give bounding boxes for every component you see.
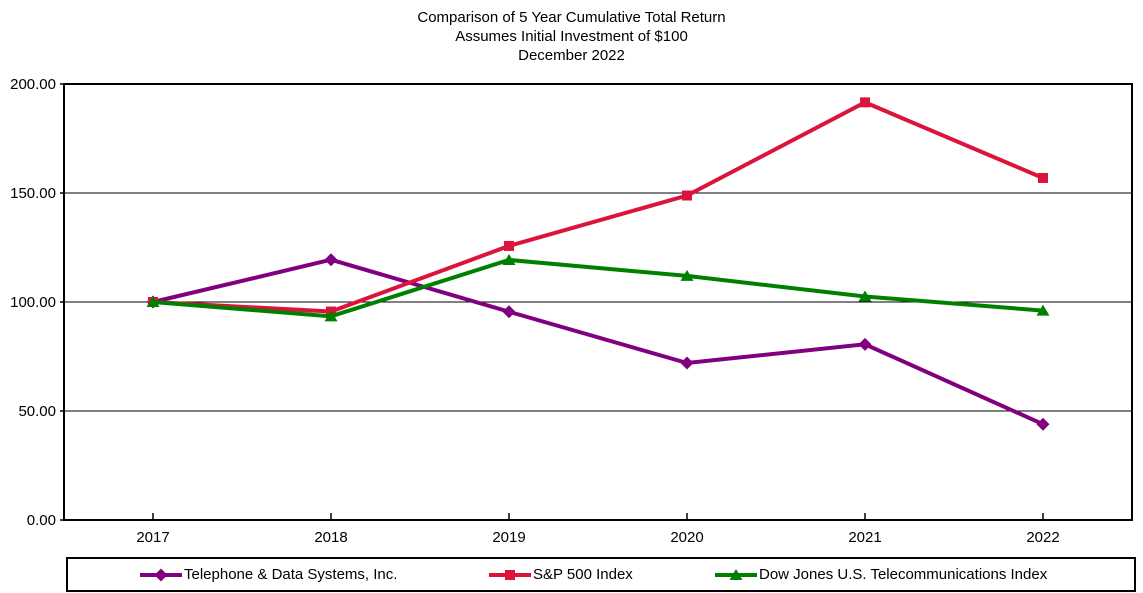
triangle-marker (729, 568, 743, 580)
y-axis-label: 100.00 (10, 294, 56, 311)
triangle-marker (146, 296, 160, 307)
legend-triangle-marker-icon (715, 568, 757, 580)
chart-title-line2: Assumes Initial Investment of $100 (455, 28, 688, 45)
triangle-marker (1036, 304, 1050, 316)
y-axis-label: 50.00 (18, 403, 56, 420)
triangle-marker (324, 310, 338, 322)
triangle-marker (858, 290, 872, 302)
legend-entry: Telephone & Data Systems, Inc. (140, 559, 397, 590)
legend-entry: Dow Jones U.S. Telecommunications Index (715, 559, 1047, 590)
diamond-marker (1036, 417, 1050, 431)
square-marker (504, 240, 514, 251)
x-axis-label: 2017 (136, 529, 169, 546)
legend-square-marker-icon (489, 569, 531, 580)
square-marker (1038, 172, 1048, 183)
y-axis-label: 200.00 (10, 76, 56, 93)
series-line (152, 257, 1044, 319)
series-line (152, 257, 1044, 427)
diamond-marker (154, 568, 168, 581)
triangle-marker (680, 269, 694, 281)
diamond-marker (502, 305, 516, 319)
chart-title-line1: Comparison of 5 Year Cumulative Total Re… (417, 9, 726, 26)
y-axis-label: 150.00 (10, 185, 56, 202)
square-marker (860, 97, 870, 108)
diamond-marker (680, 356, 694, 370)
x-axis-label: 2019 (492, 529, 525, 546)
x-axis-label: 2018 (314, 529, 347, 546)
legend-diamond-marker-icon (140, 568, 182, 581)
diamond-marker (858, 337, 872, 351)
plot-border (63, 83, 1133, 521)
series-line (152, 100, 1044, 314)
legend-entry: S&P 500 Index (489, 559, 633, 590)
x-axis-label: 2022 (1026, 529, 1059, 546)
x-axis-label: 2021 (848, 529, 881, 546)
diamond-marker (324, 253, 338, 267)
chart-legend: Telephone & Data Systems, Inc. S&P 500 In… (66, 557, 1136, 592)
line-chart-plot: 0.00 50.00 100.00 150.00 200.00 2017 2018 2019 2… (10, 76, 1133, 546)
chart-title-line3: December 2022 (518, 47, 625, 64)
triangle-marker (502, 253, 516, 265)
y-axis-label: 0.00 (27, 512, 56, 529)
legend-label: Telephone & Data Systems, Inc. (184, 566, 398, 583)
chart-title: Comparison of 5 Year Cumulative Total Re… (0, 8, 1143, 65)
square-marker (505, 569, 515, 580)
x-axis-label: 2020 (670, 529, 703, 546)
square-marker (682, 190, 692, 201)
legend-label: Dow Jones U.S. Telecommunications Index (759, 566, 1048, 583)
legend-label: S&P 500 Index (533, 566, 633, 583)
